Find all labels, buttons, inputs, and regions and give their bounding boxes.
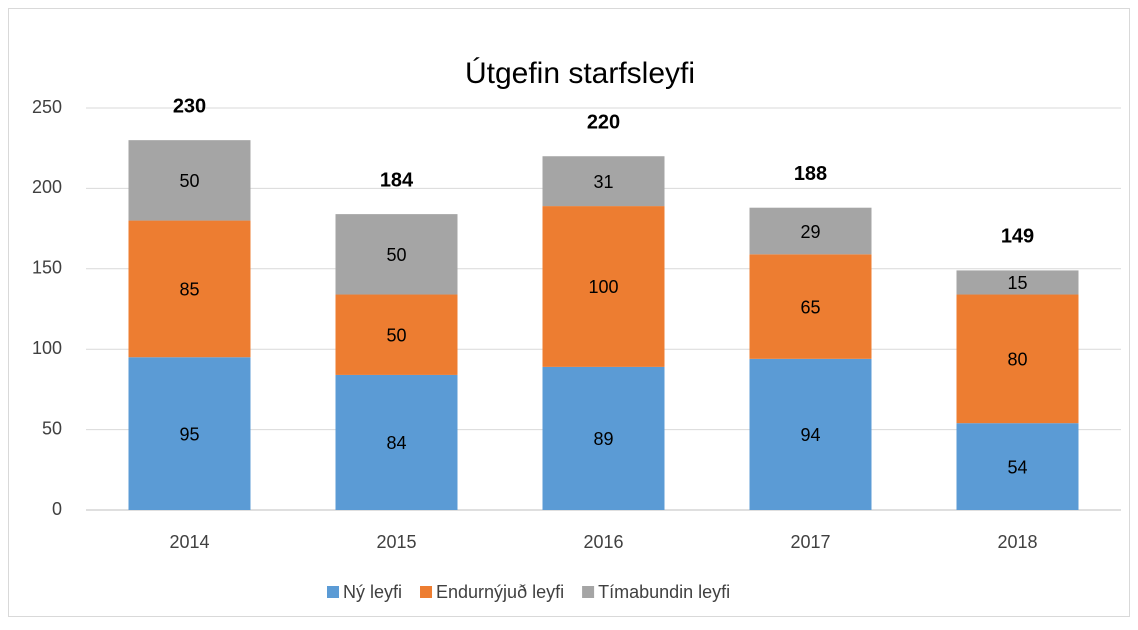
bar-segment (542, 366, 665, 510)
chart-title: Útgefin starfsleyfi (465, 57, 695, 90)
legend-swatch (420, 586, 433, 598)
data-label: 29 (800, 222, 820, 242)
y-tick-label: 250 (32, 97, 62, 117)
data-label: 84 (386, 433, 406, 453)
legend-label: Tímabundin leyfi (598, 582, 730, 602)
y-tick-label: 0 (52, 499, 62, 519)
total-label: 184 (380, 169, 414, 191)
data-label: 54 (1007, 457, 1027, 477)
y-tick-label: 150 (32, 258, 62, 278)
legend-label: Ný leyfi (343, 582, 402, 602)
data-label: 89 (593, 429, 613, 449)
x-tick-label: 2016 (583, 532, 623, 552)
x-tick-label: 2015 (376, 532, 416, 552)
bar-segment (128, 220, 251, 358)
bar-segment (749, 254, 872, 359)
bar-segment (749, 207, 872, 255)
data-label: 50 (386, 245, 406, 265)
data-label: 94 (800, 425, 820, 445)
data-label: 95 (179, 424, 199, 444)
data-label: 80 (1007, 350, 1027, 370)
y-tick-label: 100 (32, 338, 62, 358)
bar-segment (335, 374, 458, 510)
bar-segment (542, 206, 665, 367)
total-label: 220 (587, 112, 620, 134)
bar-segment (542, 156, 665, 207)
data-label: 65 (800, 297, 820, 317)
data-label: 100 (588, 277, 618, 297)
bar-segment (956, 270, 1079, 295)
bar-segment (956, 294, 1079, 424)
bar-segment (749, 358, 872, 510)
data-label: 50 (179, 171, 199, 191)
total-label: 230 (173, 95, 206, 117)
legend-swatch (582, 586, 595, 598)
bar-segment (956, 423, 1079, 510)
total-label: 149 (1001, 226, 1034, 248)
x-tick-label: 2014 (169, 532, 209, 552)
data-label: 31 (593, 172, 613, 192)
total-label: 188 (794, 163, 827, 185)
y-tick-label: 200 (32, 177, 62, 197)
y-tick-label: 50 (42, 418, 62, 438)
legend-swatch (327, 586, 339, 598)
bar-segment (335, 214, 458, 295)
bar-segment (128, 140, 251, 221)
x-tick-label: 2018 (997, 532, 1037, 552)
data-label: 50 (386, 325, 406, 345)
bar-segment (335, 294, 458, 375)
x-tick-label: 2017 (790, 532, 830, 552)
data-label: 15 (1007, 273, 1027, 293)
legend-label: Endurnýjuð leyfi (436, 582, 564, 602)
bar-segment (128, 357, 251, 510)
data-label: 85 (179, 280, 199, 300)
